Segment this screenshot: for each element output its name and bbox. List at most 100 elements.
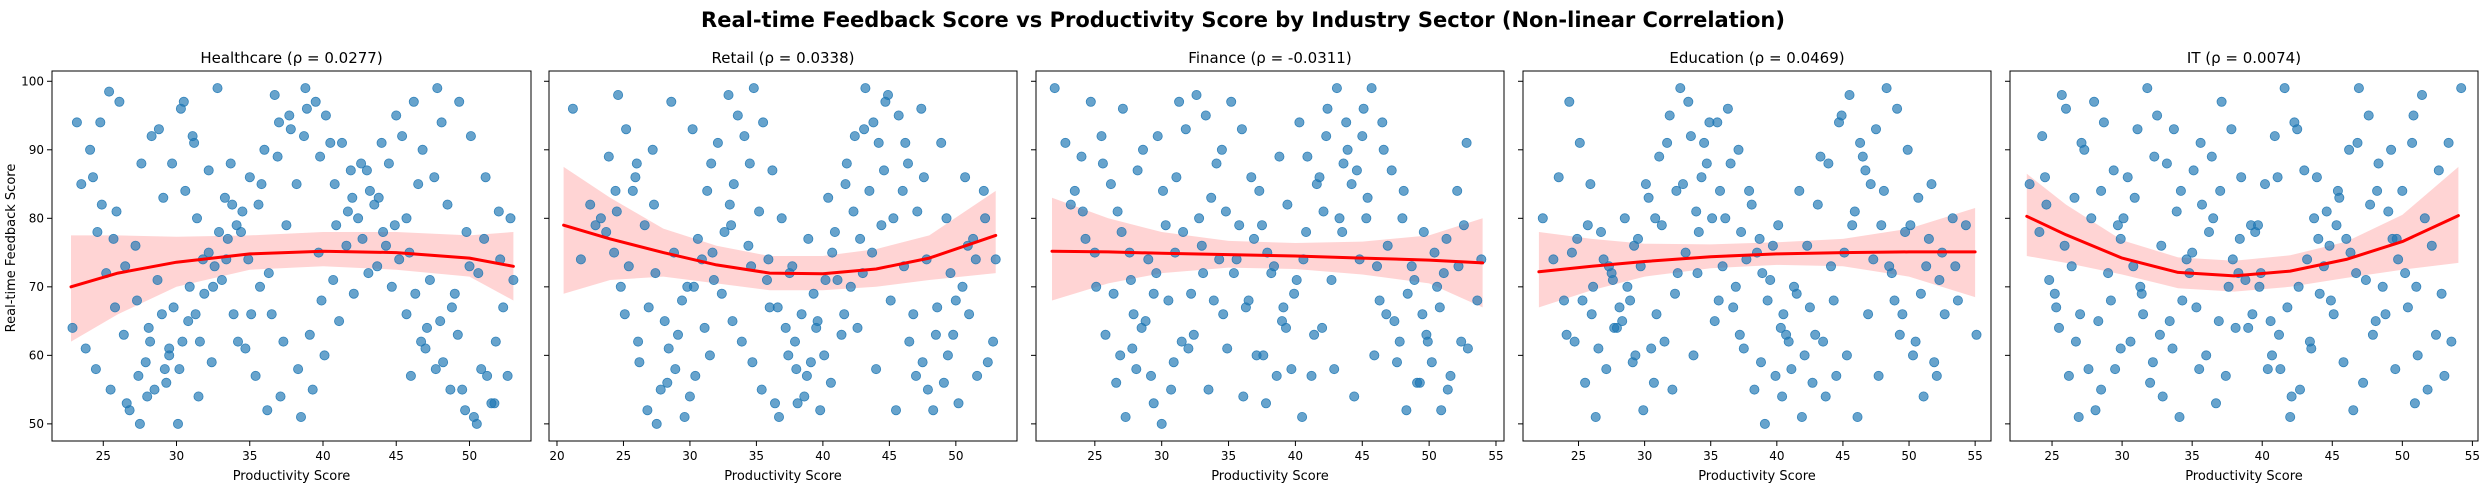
data-point xyxy=(244,172,255,183)
data-point xyxy=(2188,165,2199,176)
data-point xyxy=(1863,309,1874,320)
data-point xyxy=(702,185,713,196)
data-point xyxy=(187,131,198,142)
data-point xyxy=(1586,309,1597,320)
data-point xyxy=(110,302,121,313)
data-point xyxy=(1918,391,1929,402)
data-point xyxy=(1921,261,1932,272)
data-point xyxy=(687,124,698,135)
x-tick-label: 40 xyxy=(1288,449,1303,463)
data-point xyxy=(2041,199,2052,210)
data-point xyxy=(2367,329,2378,340)
data-point xyxy=(666,96,677,107)
data-point xyxy=(1929,357,1940,368)
data-point xyxy=(1117,103,1128,114)
data-point xyxy=(1757,268,1768,279)
data-point xyxy=(461,226,472,237)
x-tick-label: 55 xyxy=(1488,449,1503,463)
data-point xyxy=(476,364,487,375)
data-point xyxy=(764,302,775,313)
data-point xyxy=(679,411,690,422)
data-point xyxy=(316,295,327,306)
data-point xyxy=(1289,288,1300,299)
data-point xyxy=(1678,179,1689,190)
data-point xyxy=(1759,418,1770,429)
data-point xyxy=(90,364,101,375)
data-point xyxy=(1200,110,1211,121)
data-point xyxy=(1762,295,1773,306)
data-point xyxy=(2093,316,2104,327)
data-point xyxy=(1146,370,1157,381)
data-point xyxy=(964,309,975,320)
panel: 25 30 35 40 45 50 55 Finance (ρ = -0.0311) Produ… xyxy=(1031,49,1505,484)
data-point xyxy=(1905,220,1916,231)
data-point xyxy=(1934,274,1945,285)
data-point xyxy=(95,117,106,128)
data-point xyxy=(1321,131,1332,142)
data-point xyxy=(1351,165,1362,176)
data-point xyxy=(1733,144,1744,155)
data-point xyxy=(167,158,178,169)
data-point xyxy=(2360,274,2371,285)
data-point xyxy=(1738,343,1749,354)
data-point xyxy=(172,418,183,429)
data-point xyxy=(758,117,769,128)
data-point xyxy=(1923,233,1934,244)
data-point xyxy=(688,281,699,292)
data-point xyxy=(1369,350,1380,361)
data-point xyxy=(348,288,359,299)
data-point xyxy=(953,398,964,409)
data-point xyxy=(1208,295,1219,306)
data-point xyxy=(1194,213,1205,224)
data-point xyxy=(2076,137,2087,148)
data-point xyxy=(1931,370,1942,381)
data-point xyxy=(304,329,315,340)
data-point xyxy=(855,233,866,244)
data-point xyxy=(1152,131,1163,142)
data-point xyxy=(361,165,372,176)
data-point xyxy=(2175,185,2186,196)
data-point xyxy=(1868,254,1879,265)
data-point xyxy=(1206,192,1217,203)
data-point xyxy=(272,151,283,162)
data-point xyxy=(2194,364,2205,375)
data-point xyxy=(493,206,504,217)
data-point xyxy=(1301,226,1312,237)
data-point xyxy=(1257,220,1268,231)
data-point xyxy=(1876,220,1887,231)
data-point xyxy=(841,158,852,169)
data-point xyxy=(1358,103,1369,114)
data-point xyxy=(1607,274,1618,285)
confidence-band xyxy=(1538,208,1976,308)
data-point xyxy=(1127,343,1138,354)
data-point xyxy=(1472,295,1483,306)
data-point xyxy=(1685,131,1696,142)
data-point xyxy=(1794,185,1805,196)
data-point xyxy=(754,206,765,217)
panels: 25 30 35 40 45 50 50 60 70 80 90 100 Healthcare (ρ =… xyxy=(21,49,2480,484)
data-point xyxy=(2309,213,2320,224)
data-point xyxy=(67,322,78,333)
data-point xyxy=(1569,336,1580,347)
data-point xyxy=(1191,90,1202,101)
data-point xyxy=(2282,302,2293,313)
data-point xyxy=(334,316,345,327)
data-point xyxy=(421,322,432,333)
data-point xyxy=(174,364,185,375)
data-point xyxy=(341,240,352,251)
data-point xyxy=(885,295,896,306)
data-point xyxy=(262,405,273,416)
data-point xyxy=(815,405,826,416)
data-point xyxy=(799,391,810,402)
x-tick-label: 30 xyxy=(1637,449,1652,463)
data-point xyxy=(879,165,890,176)
data-point xyxy=(728,179,739,190)
data-point xyxy=(2422,384,2433,395)
data-point xyxy=(936,137,947,148)
data-point xyxy=(2206,151,2217,162)
data-point xyxy=(465,131,476,142)
data-point xyxy=(177,336,188,347)
data-point xyxy=(2380,309,2391,320)
data-point xyxy=(1188,329,1199,340)
data-point xyxy=(1662,137,1673,148)
